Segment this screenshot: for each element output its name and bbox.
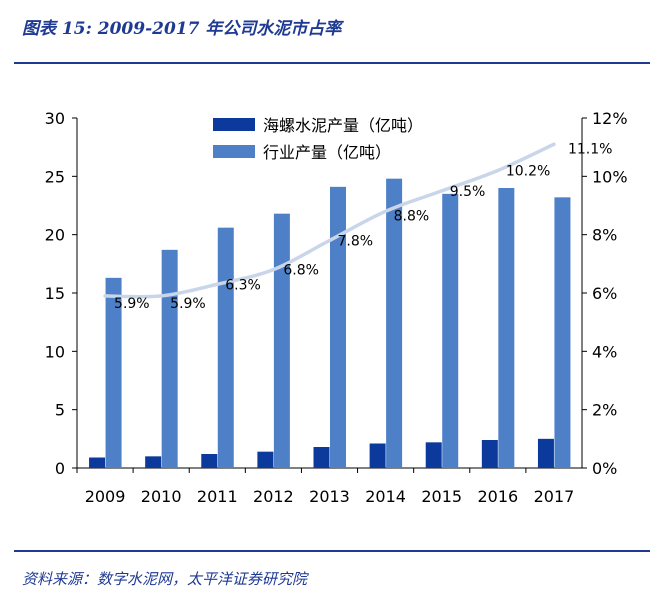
left-tick-label: 30: [45, 109, 65, 128]
line-data-label: 11.1%: [568, 141, 612, 157]
bar-industry: [554, 197, 571, 469]
top-rule: [14, 62, 650, 64]
market-share-line: [103, 142, 556, 299]
bar-industry: [217, 227, 234, 468]
left-tick-label: 5: [55, 401, 65, 420]
bar-company: [313, 447, 330, 468]
left-tick-label: 20: [45, 226, 65, 245]
right-tick-label: 2%: [592, 401, 617, 420]
bar-company: [145, 456, 162, 468]
legend-swatch-industry: [213, 145, 255, 158]
left-tick-label: 15: [45, 284, 65, 303]
legend-label-company: 海螺水泥产量（亿吨）: [263, 116, 423, 135]
left-tick-label: 0: [55, 459, 65, 478]
bar-industry: [330, 186, 346, 469]
left-tick-label: 25: [45, 167, 65, 186]
line-data-label: 10.2%: [506, 164, 550, 180]
x-tick-label: 2015: [421, 487, 462, 506]
right-tick-label: 4%: [592, 342, 617, 361]
legend-swatch-company: [213, 118, 255, 131]
bar-company: [425, 442, 442, 468]
bar-company: [369, 443, 386, 468]
x-tick-label: 2013: [309, 487, 350, 506]
line-data-label: 6.3%: [225, 277, 261, 293]
right-tick-label: 10%: [592, 167, 628, 186]
x-tick-label: 2010: [141, 487, 182, 506]
bar-company: [257, 451, 274, 468]
right-tick-label: 0%: [592, 459, 617, 478]
x-tick-label: 2009: [85, 487, 126, 506]
bar-industry: [273, 213, 290, 468]
line-data-label: 7.8%: [338, 234, 374, 250]
bar-industry: [442, 193, 459, 469]
x-tick-label: 2011: [197, 487, 238, 506]
bar-industry: [498, 188, 515, 468]
x-tick-label: 2016: [477, 487, 518, 506]
bottom-rule: [14, 550, 650, 552]
right-tick-label: 6%: [592, 284, 617, 303]
left-tick-label: 10: [45, 342, 65, 361]
bar-industry: [105, 277, 122, 468]
bar-company: [481, 440, 498, 468]
right-tick-label: 12%: [592, 109, 628, 128]
line-data-label: 9.5%: [450, 184, 486, 200]
right-tick-label: 8%: [592, 226, 617, 245]
x-tick-label: 2017: [534, 487, 575, 506]
line-data-label: 6.8%: [283, 263, 319, 279]
source-note: 资料来源：数字水泥网，太平洋证券研究院: [22, 570, 308, 588]
legend-label-industry: 行业产量（亿吨）: [263, 143, 391, 162]
bar-industry: [386, 178, 403, 468]
line-data-label: 8.8%: [394, 208, 430, 224]
line-data-label: 5.9%: [170, 296, 206, 312]
bar-company: [89, 457, 106, 468]
chart-title: 图表 15: 2009-2017 年公司水泥市占率: [22, 19, 342, 39]
x-tick-label: 2012: [253, 487, 294, 506]
bar-company: [537, 438, 554, 468]
x-tick-label: 2014: [365, 487, 406, 506]
bar-company: [201, 454, 218, 468]
bar-industry: [161, 249, 178, 468]
line-data-label: 5.9%: [114, 296, 150, 312]
